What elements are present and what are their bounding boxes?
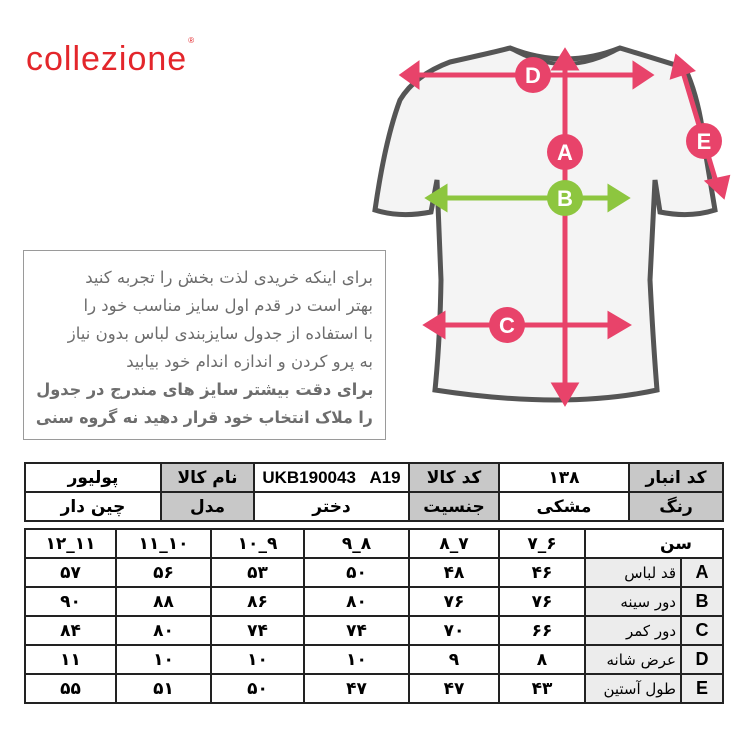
size-value: ۴۷ (303, 673, 410, 704)
size-value: ۵۶ (115, 557, 212, 588)
size-value: ۵۱ (115, 673, 212, 704)
product-info-table: کد انبار ۱۳۸ کد کالا UKB190043 A19 نام ک… (24, 462, 724, 522)
info-row: کد انبار ۱۳۸ کد کالا UKB190043 A19 نام ک… (24, 462, 724, 493)
note-line-text: برای دقت بیشتر سایز های مندرج در جدول (35, 380, 373, 399)
label-b-circle (547, 180, 583, 216)
label-a-circle (547, 134, 583, 170)
measure-letter: C (680, 615, 724, 646)
label-d-circle (515, 57, 551, 93)
size-row-b: B دور سینه ۷۶ ۷۶ ۸۰ ۸۶ ۸۸ ۹۰ (24, 586, 724, 617)
logo-text: collezione (26, 40, 188, 78)
measure-label: قد لباس (584, 557, 682, 588)
note-line-bold: را ملاک انتخاب خود قرار دهید نه گروه سنی (36, 404, 373, 432)
size-value: ۷۶ (498, 586, 586, 617)
size-row-d: D عرض شانه ۸ ۹ ۱۰ ۱۰ ۱۰ ۱۱ (24, 644, 724, 675)
label-e-circle (686, 123, 722, 159)
size-row-a: A قد لباس ۴۶ ۴۸ ۵۰ ۵۳ ۵۶ ۵۷ (24, 557, 724, 588)
measure-letter: A (680, 557, 724, 588)
note-line-text: بهتر است در قدم اول سایز مناسب خود را (83, 296, 373, 315)
measure-letter: D (680, 644, 724, 675)
size-row-e: E طول آستین ۴۳ ۴۷ ۴۷ ۵۰ ۵۱ ۵۵ (24, 673, 724, 704)
color-value: مشکی (498, 491, 630, 522)
size-value: ۵۷ (24, 557, 117, 588)
note-line-text: را ملاک انتخاب خود قرار دهید نه گروه سنی (36, 408, 373, 427)
size-value: ۱۰ (210, 644, 305, 675)
gender-label: جنسیت (408, 491, 500, 522)
label-b: B (557, 186, 573, 211)
label-a: A (557, 140, 573, 165)
product-code: UKB190043 A19 (253, 462, 410, 493)
tshirt-diagram: D A B E C (372, 45, 731, 407)
size-row-c: C دور کمر ۶۶ ۷۰ ۷۴ ۷۴ ۸۰ ۸۴ (24, 615, 724, 646)
age-header: ۱۱_۱۲ (24, 528, 117, 559)
note-line-text: با استفاده از جدول سایزبندی لباس بدون نی… (67, 324, 373, 343)
label-c-circle (489, 307, 525, 343)
product-name: پولیور (24, 462, 162, 493)
note-line: برای اینکه خریدی لذت بخش را تجربه کنید (36, 264, 373, 292)
measure-label: طول آستین (584, 673, 682, 704)
tshirt-outline (372, 45, 718, 403)
size-table: سن ۶_۷ ۷_۸ ۸_۹ ۹_۱۰ ۱۰_۱۱ ۱۱_۱۲ A قد لباس… (24, 528, 724, 704)
info-row: رنگ مشکی جنسیت دختر مدل چین دار (24, 491, 724, 522)
size-value: ۸ (498, 644, 586, 675)
size-value: ۵۳ (210, 557, 305, 588)
note-line: به پرو کردن و اندازه اندام خود بیابید (36, 348, 373, 376)
label-e: E (697, 129, 712, 154)
age-header-row: سن ۶_۷ ۷_۸ ۸_۹ ۹_۱۰ ۱۰_۱۱ ۱۱_۱۲ (24, 528, 724, 559)
size-value: ۴۸ (408, 557, 500, 588)
size-value: ۱۰ (303, 644, 410, 675)
warehouse-code-label: کد انبار (628, 462, 724, 493)
size-value: ۷۰ (408, 615, 500, 646)
size-value: ۵۵ (24, 673, 117, 704)
size-value: ۵۰ (210, 673, 305, 704)
age-label: سن (584, 528, 724, 559)
color-label: رنگ (628, 491, 724, 522)
size-value: ۸۴ (24, 615, 117, 646)
size-value: ۴۶ (498, 557, 586, 588)
brand-logo: collezione® (26, 36, 195, 79)
product-code-label: کد کالا (408, 462, 500, 493)
label-c: C (499, 313, 515, 338)
note-line-text: برای اینکه خریدی لذت بخش را تجربه کنید (85, 268, 373, 287)
note-line-bold: برای دقت بیشتر سایز های مندرج در جدول (36, 376, 373, 404)
gender-value: دختر (253, 491, 410, 522)
size-value: ۸۶ (210, 586, 305, 617)
size-guide-note: برای اینکه خریدی لذت بخش را تجربه کنید ب… (23, 250, 386, 440)
size-value: ۶۶ (498, 615, 586, 646)
size-value: ۸۰ (303, 586, 410, 617)
size-value: ۷۴ (303, 615, 410, 646)
note-line-text: به پرو کردن و اندازه اندام خود بیابید (126, 352, 373, 371)
age-header: ۹_۱۰ (210, 528, 305, 559)
size-value: ۸۰ (115, 615, 212, 646)
age-header: ۷_۸ (408, 528, 500, 559)
size-value: ۴۳ (498, 673, 586, 704)
size-value: ۸۸ (115, 586, 212, 617)
measure-letter: E (680, 673, 724, 704)
measure-letter: B (680, 586, 724, 617)
size-value: ۴۷ (408, 673, 500, 704)
age-header: ۱۰_۱۱ (115, 528, 212, 559)
size-value: ۱۰ (115, 644, 212, 675)
arrow-a (550, 47, 580, 407)
model-value: چین دار (24, 491, 162, 522)
product-name-label: نام کالا (160, 462, 255, 493)
size-value: ۵۰ (303, 557, 410, 588)
size-value: ۹۰ (24, 586, 117, 617)
note-line: با استفاده از جدول سایزبندی لباس بدون نی… (36, 320, 373, 348)
label-d: D (525, 63, 541, 88)
measure-label: دور سینه (584, 586, 682, 617)
size-value: ۷۶ (408, 586, 500, 617)
note-line: بهتر است در قدم اول سایز مناسب خود را (36, 292, 373, 320)
model-label: مدل (160, 491, 255, 522)
measure-label: دور کمر (584, 615, 682, 646)
size-value: ۷۴ (210, 615, 305, 646)
size-value: ۹ (408, 644, 500, 675)
age-header: ۶_۷ (498, 528, 586, 559)
measure-label: عرض شانه (584, 644, 682, 675)
size-value: ۱۱ (24, 644, 117, 675)
registered-mark: ® (188, 36, 196, 45)
warehouse-code: ۱۳۸ (498, 462, 630, 493)
age-header: ۸_۹ (303, 528, 410, 559)
